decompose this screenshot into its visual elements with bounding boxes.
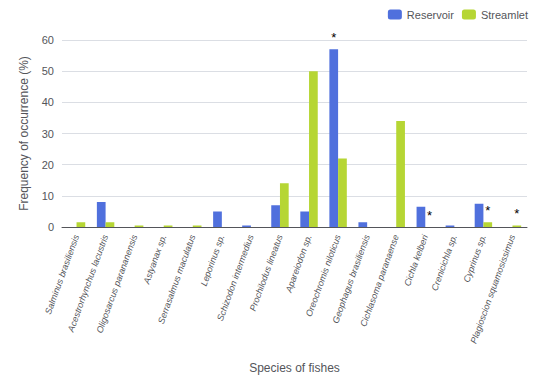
svg-text:*: *: [427, 208, 432, 223]
svg-text:30: 30: [42, 128, 54, 140]
svg-text:Cichla kelberi: Cichla kelberi: [402, 232, 430, 287]
svg-text:Cichlasoma paranaense: Cichlasoma paranaense: [358, 233, 401, 328]
svg-text:Frequency of occurrence (%): Frequency of occurrence (%): [17, 56, 31, 211]
svg-text:Leporinus sp.: Leporinus sp.: [199, 233, 227, 287]
svg-text:Schizodon intermedius: Schizodon intermedius: [215, 233, 256, 323]
svg-text:Apareiodon sp.: Apareiodon sp.: [283, 233, 313, 294]
svg-text:20: 20: [42, 159, 54, 171]
svg-text:Prochilodus lineatus: Prochilodus lineatus: [248, 233, 285, 313]
svg-text:0: 0: [48, 221, 54, 233]
svg-text:Acestrorhynchus lacustris: Acestrorhynchus lacustris: [65, 233, 111, 334]
svg-text:10: 10: [42, 190, 54, 202]
svg-text:Streamlet: Streamlet: [481, 9, 528, 21]
svg-text:Geophagus brasiliensis: Geophagus brasiliensis: [330, 233, 372, 325]
svg-text:*: *: [514, 206, 519, 221]
svg-text:*: *: [485, 203, 490, 218]
svg-text:Oligosarcus parananensis: Oligosarcus parananensis: [94, 233, 139, 335]
svg-text:40: 40: [42, 96, 54, 108]
svg-text:Serrasalmus maculatus: Serrasalmus maculatus: [156, 233, 198, 325]
svg-text:Salminus brasiliensis: Salminus brasiliensis: [43, 233, 82, 316]
svg-text:*: *: [331, 30, 336, 45]
svg-text:Crenicichla sp.: Crenicichla sp.: [429, 233, 459, 292]
svg-text:Species of fishes: Species of fishes: [249, 361, 340, 375]
svg-text:Astyanax sp.: Astyanax sp.: [141, 233, 168, 286]
svg-text:Reservoir: Reservoir: [407, 9, 454, 21]
svg-text:Oreochromis niloticus: Oreochromis niloticus: [303, 233, 343, 318]
svg-text:60: 60: [42, 34, 54, 46]
svg-text:Plagioscion squamosissimus: Plagioscion squamosissimus: [468, 233, 517, 345]
svg-text:Cyprinus sp.: Cyprinus sp.: [462, 233, 489, 283]
svg-text:50: 50: [42, 65, 54, 77]
